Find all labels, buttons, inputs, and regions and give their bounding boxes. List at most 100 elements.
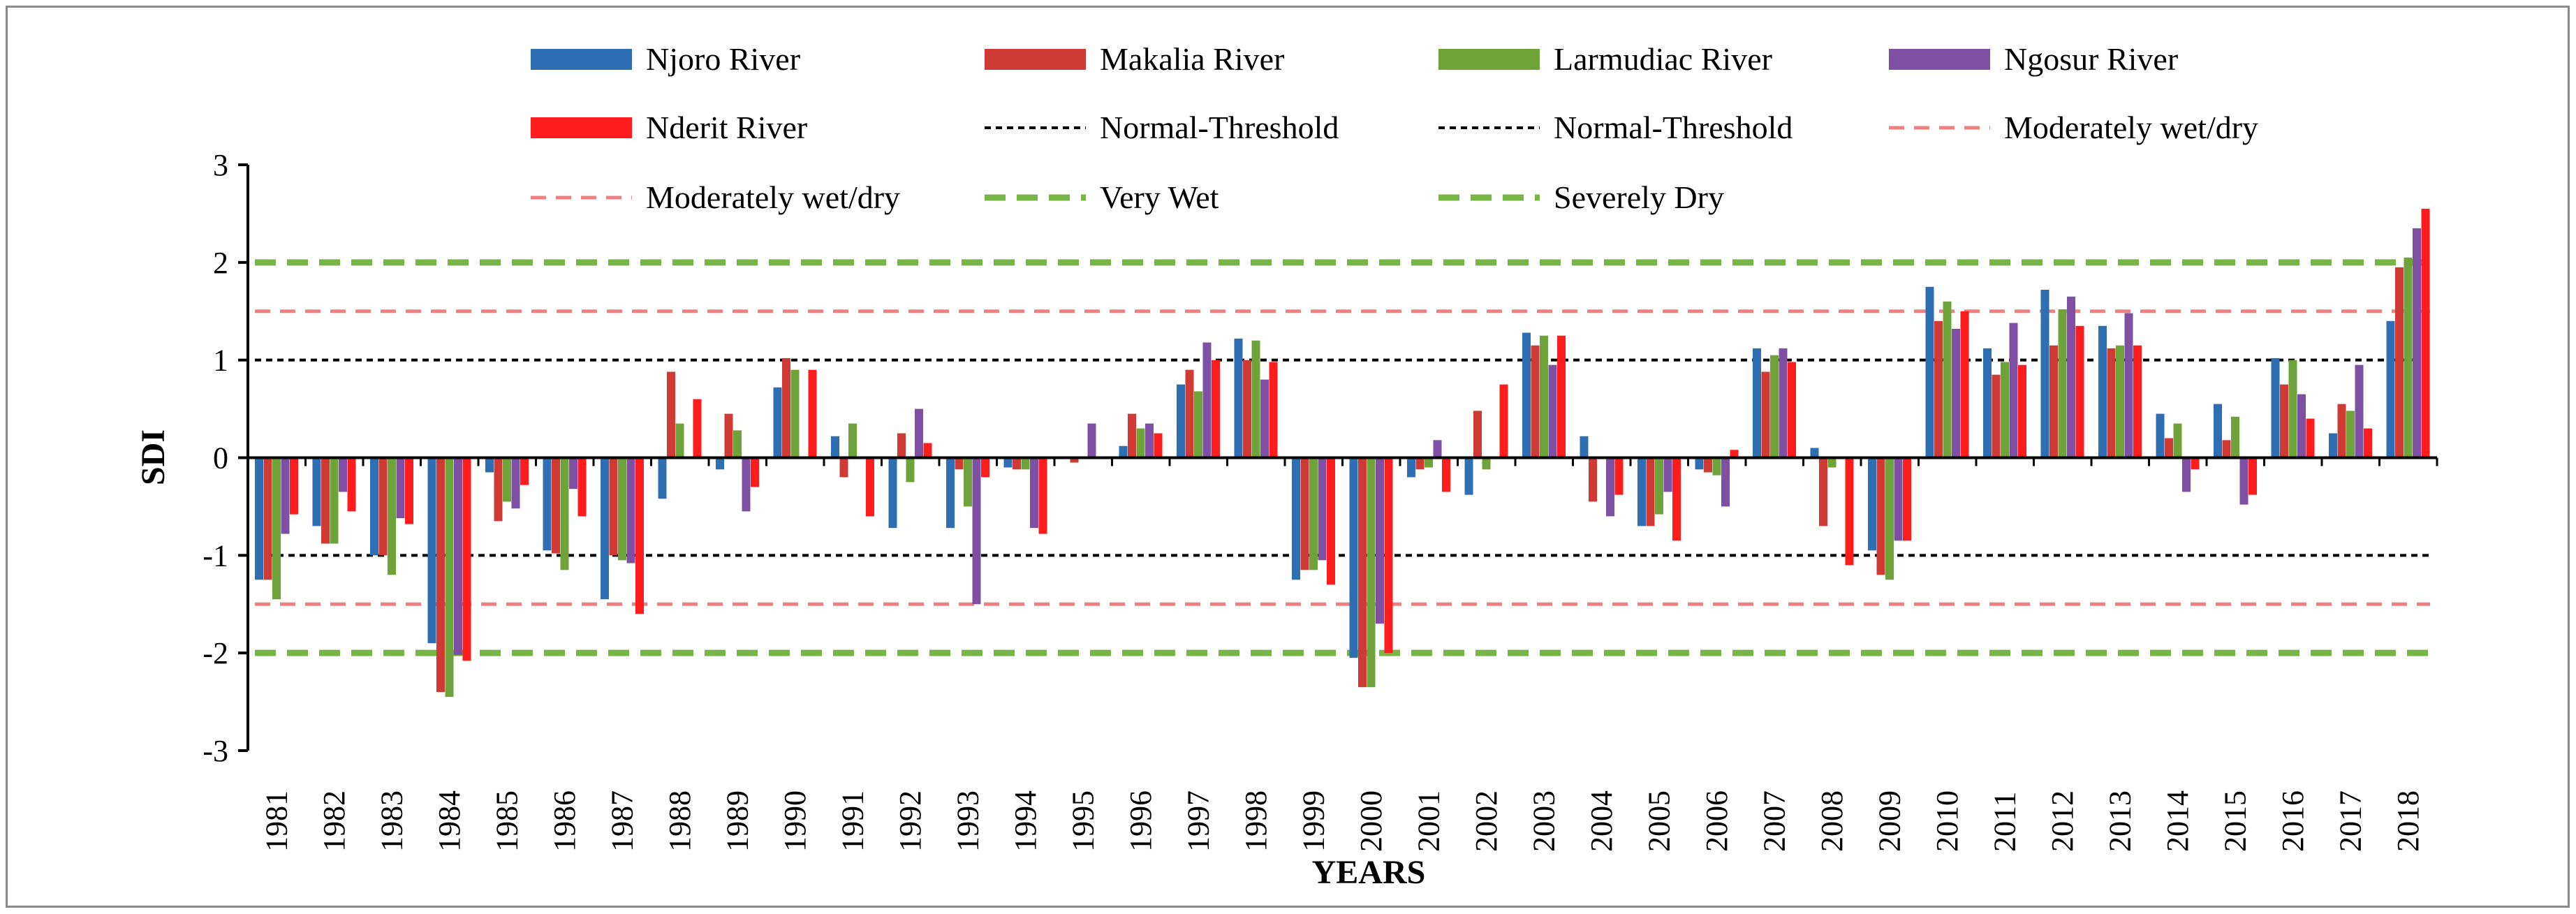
x-tick-label: 2016 <box>2276 790 2310 852</box>
bar-makalia-river-1982 <box>321 457 330 544</box>
x-tick-label: 1985 <box>490 790 524 852</box>
x-tick-label: 2005 <box>1642 790 1676 852</box>
bar-makalia-river-2004 <box>1589 457 1597 502</box>
x-tick-label: 2013 <box>2103 790 2137 852</box>
bar-larmudiac-river-1991 <box>848 423 857 458</box>
bar-larmudiac-river-2001 <box>1425 457 1433 468</box>
bar-larmudiac-river-1981 <box>272 457 281 600</box>
bar-larmudiac-river-2005 <box>1655 457 1663 515</box>
bar-ngosur-river-1986 <box>569 457 577 489</box>
bar-larmudiac-river-1997 <box>1194 391 1202 458</box>
x-tick-label: 1996 <box>1124 790 1158 852</box>
x-tick-label: 2002 <box>1469 790 1503 852</box>
x-tick-label: 2003 <box>1526 790 1561 852</box>
bar-makalia-river-2009 <box>1876 457 1885 575</box>
bar-njoro-river-1990 <box>773 387 782 458</box>
bar-nderit-river-1994 <box>1038 457 1047 534</box>
bar-ngosur-river-2014 <box>2182 457 2191 492</box>
bar-nderit-river-2012 <box>2075 325 2084 458</box>
bar-ngosur-river-1995 <box>1087 423 1096 458</box>
bar-makalia-river-2013 <box>2107 348 2116 458</box>
axes: -3 -2 -1 0 1 2 3 1981 1982 1983 1984 1985 1986 1987 19… <box>203 148 2438 852</box>
bar-ngosur-river-1993 <box>972 457 981 605</box>
x-tick-label: 2014 <box>2161 790 2195 852</box>
bar-nderit-river-2000 <box>1384 457 1393 654</box>
bar-larmudiac-river-1987 <box>618 457 626 561</box>
bar-ngosur-river-2010 <box>1952 328 1960 458</box>
bar-nderit-river-1997 <box>1212 360 1220 458</box>
legend-label: Makalia River <box>1100 41 1284 77</box>
bar-larmudiac-river-2014 <box>2173 423 2182 458</box>
bar-ngosur-river-1985 <box>511 457 520 509</box>
bar-makalia-river-2002 <box>1473 411 1482 458</box>
y-axis-title: SDI <box>135 429 172 485</box>
x-tick-label: 1981 <box>259 790 293 852</box>
legend-swatch <box>531 117 632 138</box>
x-tick-label: 1992 <box>893 790 927 852</box>
bar-makalia-river-1985 <box>494 457 503 522</box>
bars <box>255 208 2430 698</box>
bar-nderit-river-1993 <box>981 457 989 478</box>
bar-njoro-river-2008 <box>1810 448 1819 458</box>
legend-label: Ngosur River <box>2004 41 2178 77</box>
bar-makalia-river-1990 <box>782 358 790 458</box>
bar-nderit-river-2002 <box>1499 384 1508 458</box>
legend-entry: Njoro River <box>531 41 800 77</box>
legend-swatch <box>985 49 1086 70</box>
bar-ngosur-river-2011 <box>2009 323 2018 458</box>
bar-larmudiac-river-1984 <box>445 457 454 698</box>
bar-makalia-river-2001 <box>1415 457 1425 470</box>
bar-njoro-river-1983 <box>370 457 378 556</box>
bar-makalia-river-1998 <box>1243 360 1251 458</box>
legend: Njoro River Makalia River Larmudiac River N… <box>531 41 2258 215</box>
legend-label: Normal-Threshold <box>1554 110 1793 145</box>
x-tick-label: 1986 <box>547 790 582 852</box>
bar-nderit-river-2013 <box>2133 345 2142 458</box>
bar-nderit-river-1989 <box>751 457 759 487</box>
bar-ngosur-river-2018 <box>2413 228 2421 458</box>
bar-makalia-river-2000 <box>1358 457 1367 688</box>
bar-nderit-river-2017 <box>2364 428 2372 458</box>
bar-njoro-river-2000 <box>1349 457 1358 658</box>
bar-nderit-river-1992 <box>923 443 932 458</box>
legend-entry: Makalia River <box>985 41 1284 77</box>
bar-ngosur-river-2009 <box>1894 457 1903 541</box>
bar-njoro-river-1985 <box>485 457 494 473</box>
bar-makalia-river-2005 <box>1646 457 1655 526</box>
bar-nderit-river-1991 <box>866 457 874 517</box>
bar-ngosur-river-2007 <box>1779 348 1788 458</box>
bar-njoro-river-2001 <box>1407 457 1415 478</box>
bar-ngosur-river-1992 <box>915 408 923 458</box>
bar-makalia-river-2012 <box>2049 345 2058 458</box>
bar-larmudiac-river-2002 <box>1482 457 1491 470</box>
x-tick-label: 1995 <box>1066 790 1100 852</box>
bar-makalia-river-2003 <box>1531 345 1540 458</box>
bar-nderit-river-1996 <box>1154 433 1163 458</box>
legend-label: Moderately wet/dry <box>646 179 900 215</box>
bar-nderit-river-1983 <box>405 457 413 524</box>
bar-nderit-river-1985 <box>520 457 529 485</box>
bar-njoro-river-2015 <box>2214 404 2222 458</box>
bar-nderit-river-1990 <box>808 369 817 458</box>
legend-entry: Moderately wet/dry <box>1889 110 2258 145</box>
bar-nderit-river-1981 <box>290 457 298 515</box>
x-tick-label: 1993 <box>950 790 985 852</box>
legend-entry: Very Wet <box>985 179 1219 215</box>
bar-njoro-river-2018 <box>2386 320 2395 458</box>
bar-nderit-river-2008 <box>1845 457 1854 566</box>
bar-larmudiac-river-2018 <box>2404 257 2413 458</box>
bar-makalia-river-1994 <box>1013 457 1021 470</box>
x-tick-label: 1983 <box>374 790 409 852</box>
bar-larmudiac-river-2008 <box>1827 457 1837 468</box>
bar-njoro-river-2007 <box>1753 348 1761 458</box>
bar-njoro-river-2003 <box>1522 332 1531 458</box>
bar-larmudiac-river-2000 <box>1367 457 1376 688</box>
x-tick-label: 2006 <box>1700 790 1734 852</box>
x-tick-label: 1989 <box>720 790 754 852</box>
bar-njoro-river-1984 <box>427 457 436 644</box>
bar-ngosur-river-2016 <box>2297 394 2306 458</box>
bar-larmudiac-river-2010 <box>1943 301 1952 458</box>
bar-larmudiac-river-2006 <box>1712 457 1721 476</box>
bar-larmudiac-river-1992 <box>906 457 915 482</box>
